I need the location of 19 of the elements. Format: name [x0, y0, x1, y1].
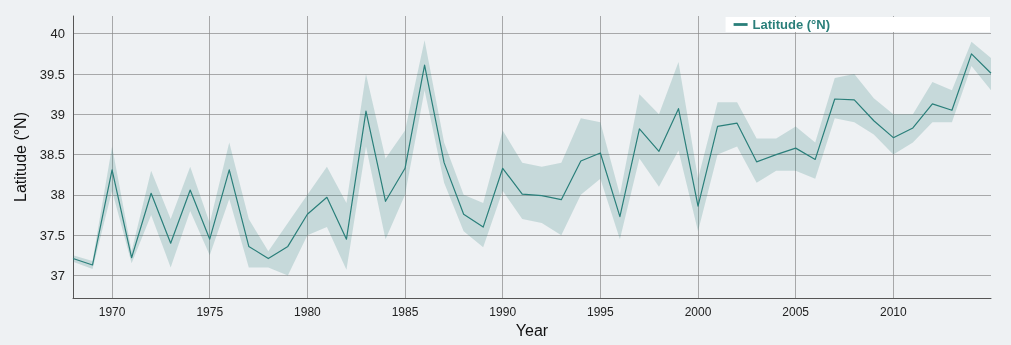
y-tick-label: 39.5 [39, 66, 65, 82]
x-tick-label: 2010 [879, 305, 908, 319]
y-tick-label: 40 [50, 26, 65, 42]
x-tick-label: 1970 [98, 305, 126, 319]
y-axis-title: Latitude (°N) [12, 112, 30, 202]
x-tick-label: 1990 [489, 305, 517, 319]
y-tick-label: 38.5 [39, 147, 65, 163]
y-tick-label: 37 [50, 267, 65, 283]
x-tick-label: 1995 [587, 305, 615, 319]
x-axis-title: Year [515, 322, 549, 340]
y-tick-label: 37.5 [39, 227, 65, 243]
x-tick-label: 1985 [391, 305, 419, 319]
x-tick-label: 1980 [294, 305, 322, 319]
y-tick-label: 38 [50, 187, 65, 203]
x-tick-label: 2000 [684, 305, 712, 319]
x-tick-label: 1975 [196, 305, 224, 319]
y-tick-label: 39 [50, 106, 65, 122]
legend-label: Latitude (°N) [752, 17, 831, 32]
x-tick-label: 2005 [782, 305, 810, 319]
